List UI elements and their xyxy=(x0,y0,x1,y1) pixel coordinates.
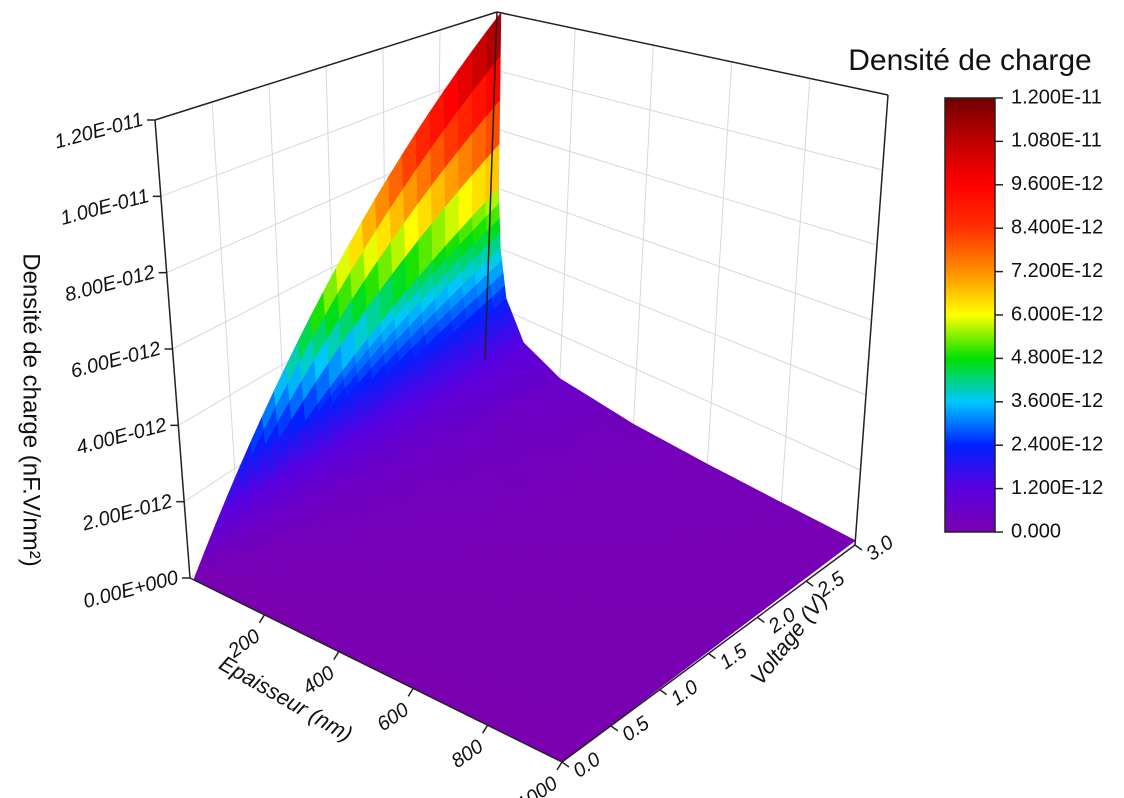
z-tick-label: 8.00E-012 xyxy=(62,261,157,306)
colorbar-tick-label: 9.600E-12 xyxy=(1011,173,1103,195)
colorbar-tick-label: 6.000E-12 xyxy=(1011,303,1103,325)
grid-line xyxy=(490,185,872,321)
x-axis-label: Epaisseur (nm) xyxy=(215,650,357,746)
tick-mark xyxy=(481,724,489,734)
colorbar-title: Densité de charge xyxy=(848,44,1092,77)
tick-mark xyxy=(756,616,765,623)
colorbar-tick-label: 3.600E-12 xyxy=(1011,390,1103,412)
axis-line xyxy=(854,94,889,546)
grid-line xyxy=(492,127,878,246)
tick-mark xyxy=(659,689,668,696)
z-tick-label: 2.00E-012 xyxy=(79,490,175,535)
tick-mark xyxy=(805,580,814,587)
tick-mark xyxy=(407,688,414,697)
grid-line xyxy=(558,28,576,398)
tick-mark xyxy=(708,652,716,660)
z-tick-label: 1.20E-011 xyxy=(52,109,145,154)
x-tick-label: 800 xyxy=(448,736,488,773)
z-tick-label: 1.00E-011 xyxy=(58,185,151,230)
axis-line xyxy=(154,11,498,121)
grid-line xyxy=(494,69,883,171)
grid-line xyxy=(632,45,654,435)
axis-line xyxy=(496,11,889,96)
tick-mark xyxy=(556,761,563,771)
colorbar-tick-label: 2.400E-12 xyxy=(1011,433,1103,455)
grid-line xyxy=(488,243,867,396)
x-tick-label: 400 xyxy=(299,662,339,699)
grid-line xyxy=(780,78,811,509)
tick-mark xyxy=(561,761,570,768)
grid-line xyxy=(486,301,861,471)
colorbar xyxy=(944,97,996,533)
colorbar-tick-label: 1.200E-12 xyxy=(1011,477,1103,499)
colorbar-tick-label: 1.080E-11 xyxy=(1011,130,1102,152)
z-axis-label: Densité de charge (nF.V/nm²) xyxy=(18,253,45,566)
grid-line xyxy=(211,101,240,542)
axis-line xyxy=(189,577,563,763)
colorbar-tick-label: 4.800E-12 xyxy=(1011,347,1103,369)
tick-mark xyxy=(854,544,863,551)
z-tick-label: 6.00E-012 xyxy=(68,338,163,383)
y-tick-label: 3.0 xyxy=(862,531,897,565)
colorbar-tick-label: 7.200E-12 xyxy=(1011,260,1103,282)
z-tick-label: 0.00E+000 xyxy=(81,567,181,613)
colorbar-tick-label: 8.400E-12 xyxy=(1011,216,1103,238)
axis-line xyxy=(484,11,498,361)
x-tick-label: 600 xyxy=(373,699,413,736)
x-tick-label: 1000 xyxy=(513,772,562,798)
colorbar-tick-label: 1.200E-11 xyxy=(1011,86,1102,108)
tick-mark xyxy=(610,725,619,732)
grid-line xyxy=(706,61,733,472)
z-tick-label: 4.00E-012 xyxy=(74,414,169,459)
tick-mark xyxy=(333,651,340,660)
tick-mark xyxy=(258,614,266,624)
colorbar-tick-label: 0.000 xyxy=(1011,520,1061,542)
